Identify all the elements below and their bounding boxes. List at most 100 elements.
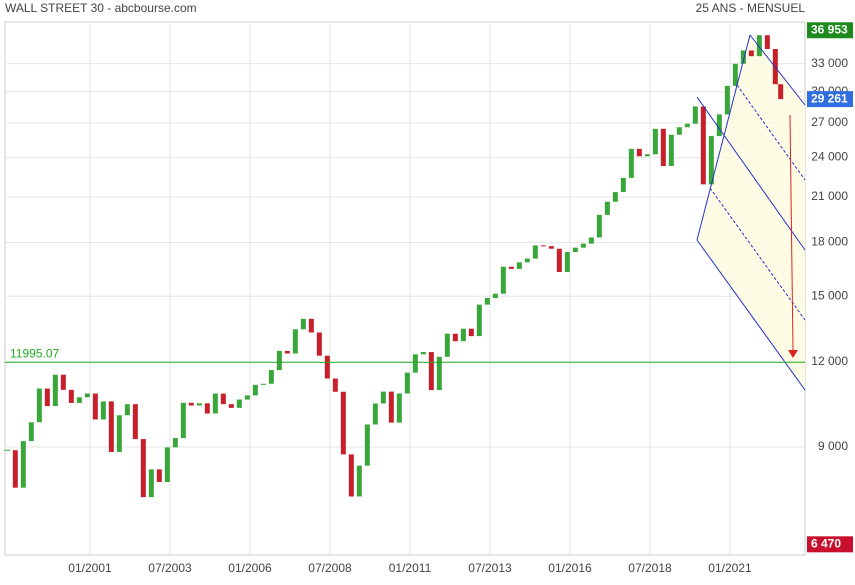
y-tick-label: 33 000 bbox=[811, 56, 848, 70]
candle bbox=[268, 370, 274, 384]
x-tick-label: 07/2008 bbox=[308, 561, 352, 575]
x-tick-label: 01/2001 bbox=[68, 561, 112, 575]
candle bbox=[316, 332, 322, 356]
x-tick-label: 07/2013 bbox=[468, 561, 512, 575]
candle bbox=[28, 422, 34, 442]
candle bbox=[492, 293, 498, 299]
candle bbox=[476, 304, 482, 337]
candle bbox=[484, 298, 490, 305]
candle bbox=[156, 469, 162, 482]
candle bbox=[764, 35, 770, 49]
candle bbox=[228, 404, 234, 408]
y-tick-label: 21 000 bbox=[811, 189, 848, 203]
arrow bbox=[789, 114, 794, 351]
price-marker-label: 29 261 bbox=[811, 91, 848, 105]
candle bbox=[340, 391, 346, 455]
x-tick-label: 01/2021 bbox=[708, 561, 752, 575]
candle bbox=[68, 389, 74, 403]
price-marker bbox=[807, 91, 853, 108]
candle bbox=[444, 333, 450, 357]
pitchfork-line bbox=[696, 96, 806, 251]
x-tick-label: 01/2006 bbox=[228, 561, 272, 575]
candle bbox=[236, 399, 242, 408]
candle bbox=[44, 388, 50, 407]
candle bbox=[76, 397, 82, 403]
candle bbox=[396, 393, 402, 423]
candle bbox=[540, 245, 546, 247]
y-tick-label: 18 000 bbox=[811, 235, 848, 249]
candle bbox=[252, 384, 258, 396]
candle bbox=[204, 403, 210, 414]
candle bbox=[748, 50, 754, 57]
candle bbox=[172, 438, 178, 448]
candle bbox=[588, 237, 594, 244]
y-tick-label: 12 000 bbox=[811, 354, 848, 368]
candle bbox=[460, 328, 466, 342]
candle bbox=[684, 123, 690, 128]
candle bbox=[532, 245, 538, 259]
pitchfork-line bbox=[696, 239, 806, 391]
price-marker-label: 6 470 bbox=[811, 536, 841, 550]
candle bbox=[148, 469, 154, 498]
candle bbox=[372, 403, 378, 425]
candle bbox=[412, 354, 418, 373]
candle bbox=[388, 391, 394, 423]
candle bbox=[404, 372, 410, 394]
price-marker-label: 36 953 bbox=[811, 22, 848, 36]
candle bbox=[188, 402, 194, 406]
candle bbox=[580, 243, 586, 248]
candle bbox=[244, 395, 250, 400]
candle bbox=[708, 136, 714, 185]
candle bbox=[212, 393, 218, 414]
candle bbox=[724, 85, 730, 115]
x-tick-label: 07/2018 bbox=[628, 561, 672, 575]
chart-subtitle: 25 ANS - MENSUEL bbox=[696, 1, 806, 15]
candle bbox=[420, 352, 426, 355]
candle bbox=[332, 378, 338, 392]
candle bbox=[12, 450, 18, 488]
pitchfork bbox=[696, 34, 806, 391]
plot-area bbox=[4, 21, 806, 556]
candle bbox=[604, 201, 610, 215]
candle bbox=[164, 447, 170, 482]
candle bbox=[500, 266, 506, 294]
candle bbox=[428, 352, 434, 391]
candle bbox=[452, 333, 458, 342]
candle bbox=[548, 246, 554, 249]
arrow-head bbox=[788, 350, 798, 358]
candle bbox=[756, 35, 762, 57]
y-tick-label: 27 000 bbox=[811, 115, 848, 129]
candle bbox=[100, 401, 106, 420]
candle bbox=[508, 266, 514, 269]
chart-title: WALL STREET 30 - abcbourse.com bbox=[5, 1, 197, 15]
candle bbox=[260, 383, 266, 385]
candle bbox=[348, 454, 354, 497]
candle bbox=[132, 404, 138, 440]
candle bbox=[596, 214, 602, 238]
price-marker bbox=[807, 536, 853, 553]
candle bbox=[652, 128, 658, 155]
candle bbox=[308, 318, 314, 333]
candle bbox=[20, 441, 26, 488]
candle bbox=[380, 391, 386, 404]
candle bbox=[660, 128, 666, 166]
candles bbox=[4, 35, 784, 498]
y-tick-label: 9 000 bbox=[818, 439, 848, 453]
candle bbox=[36, 388, 42, 423]
candle bbox=[740, 50, 746, 64]
pitchfork-line bbox=[709, 187, 806, 321]
pitchfork-line bbox=[736, 84, 806, 181]
candle bbox=[180, 402, 186, 439]
candle bbox=[92, 393, 98, 420]
price-marker bbox=[807, 22, 853, 39]
candle bbox=[436, 356, 442, 391]
x-tick-label: 01/2016 bbox=[548, 561, 592, 575]
candle bbox=[356, 465, 362, 497]
candle bbox=[52, 374, 58, 407]
grid bbox=[5, 22, 805, 555]
candle bbox=[620, 177, 626, 193]
x-tick-label: 07/2003 bbox=[148, 561, 192, 575]
candle bbox=[612, 192, 618, 202]
candle bbox=[732, 63, 738, 86]
